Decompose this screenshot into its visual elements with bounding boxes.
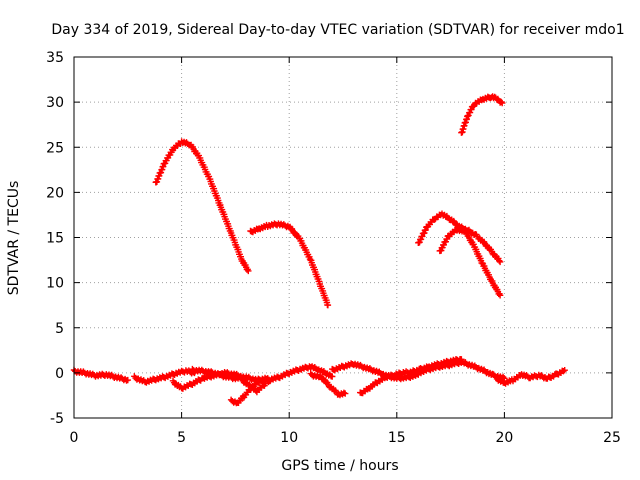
series-arc-1 (152, 138, 252, 275)
x-tick-label: 20 (495, 430, 513, 446)
marker-track (458, 93, 506, 136)
marker-track (247, 220, 332, 309)
marker-track (492, 367, 568, 387)
marker-track (152, 138, 252, 275)
y-tick-label: 0 (55, 366, 64, 382)
y-tick-label: 15 (46, 231, 64, 247)
y-axis-label: SDTVAR / TECUs (6, 181, 22, 296)
y-tick-label: 30 (46, 95, 64, 111)
marker-track (131, 367, 198, 386)
y-tick-label: 5 (55, 321, 64, 337)
marker-track (264, 363, 336, 384)
series-near-zero-6 (238, 375, 269, 396)
x-tick-label: 10 (280, 430, 298, 446)
marker-track (436, 226, 504, 299)
x-axis-label: GPS time / hours (281, 458, 398, 474)
y-tick-label: -5 (50, 411, 64, 427)
series-near-zero-8 (307, 370, 349, 399)
y-tick-label: 25 (46, 140, 64, 156)
marker-track (70, 366, 131, 384)
x-tick-label: 25 (603, 430, 621, 446)
series-near-zero-2 (131, 367, 198, 386)
data-markers (70, 93, 568, 407)
x-tick-label: 15 (388, 430, 406, 446)
series-near-zero-11 (415, 358, 508, 382)
y-tick-label: 35 (46, 50, 64, 66)
chart-title: Day 334 of 2019, Sidereal Day-to-day VTE… (51, 22, 624, 38)
series-arc-4 (436, 226, 504, 299)
series-arc-2 (247, 220, 332, 309)
axis-ticks: 0 5 10 15 20 25 -5 0 5 10 15 20 25 30 35 (46, 50, 621, 446)
series-near-zero-12 (492, 367, 568, 387)
series-near-zero-7 (264, 363, 336, 384)
y-tick-label: 20 (46, 185, 64, 201)
series-arc-5 (458, 93, 506, 136)
marker-track (415, 358, 508, 382)
x-tick-label: 5 (177, 430, 186, 446)
series-near-zero-1 (70, 366, 131, 384)
marker-track (307, 370, 349, 399)
y-tick-label: 10 (46, 276, 64, 292)
marker-track (238, 375, 269, 396)
x-tick-label: 0 (70, 430, 79, 446)
